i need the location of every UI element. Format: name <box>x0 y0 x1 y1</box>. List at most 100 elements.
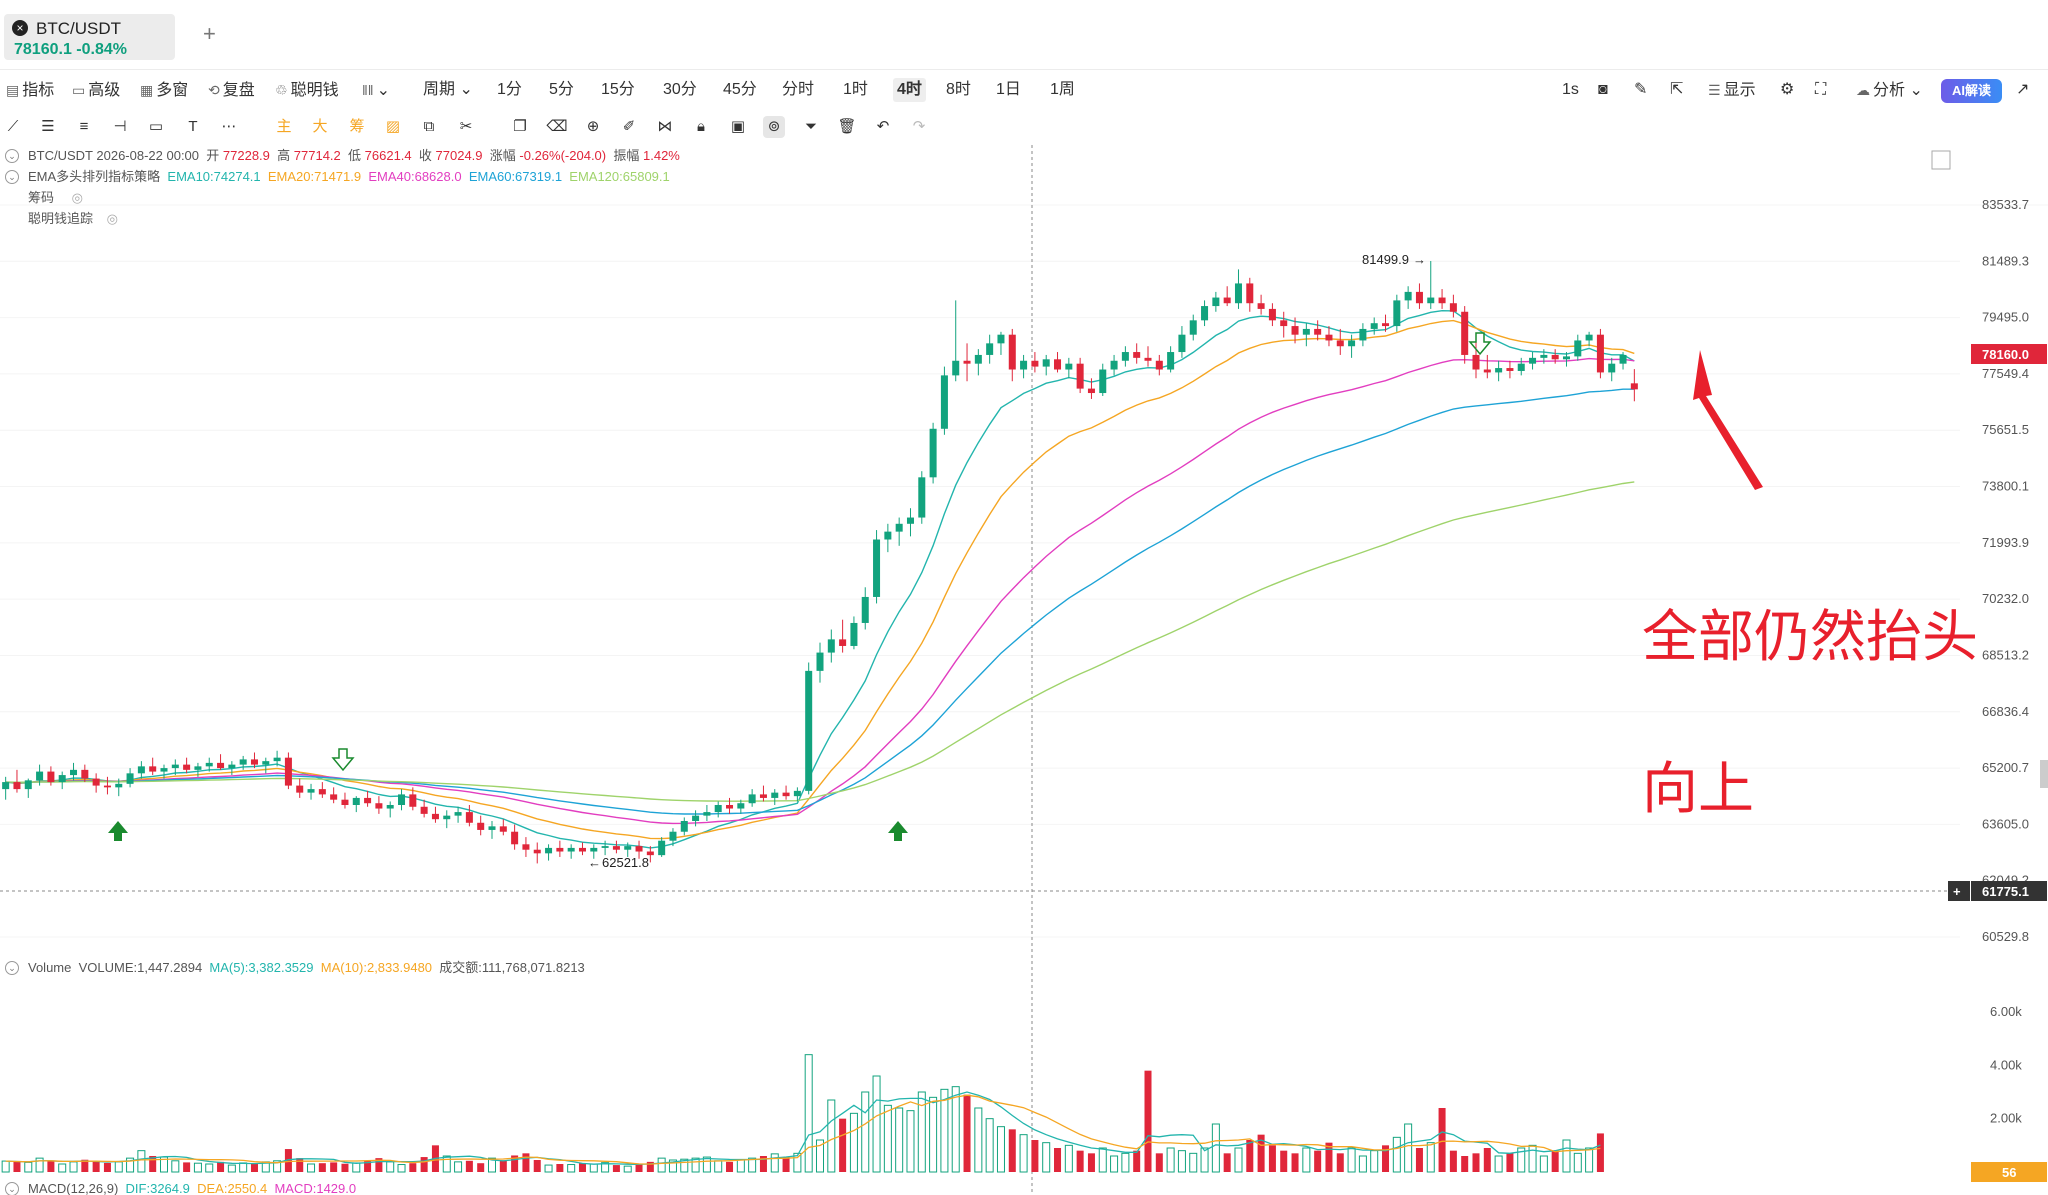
eye-icon[interactable]: ◎ <box>71 190 83 205</box>
period-6[interactable]: 1时 <box>843 81 868 98</box>
volume-ma5: MA(5):3,382.3529 <box>209 960 314 975</box>
price-tick: 73800.1 <box>1982 479 2029 494</box>
camera-icon[interactable]: ◙ <box>1598 81 1608 98</box>
crosshair-plus: + <box>1953 884 1961 899</box>
symbol-tab[interactable]: × BTC/USDT 78160.1 -0.84% <box>4 14 175 60</box>
candle-body <box>692 815 700 821</box>
main-chart-icon[interactable]: 主 <box>276 118 292 135</box>
fullscreen-icon[interactable]: ⛶ <box>1815 81 1827 98</box>
brush-icon[interactable]: ✐ <box>622 118 636 135</box>
magic-icon[interactable]: ⊚ <box>763 116 785 138</box>
candle-body <box>1121 352 1129 361</box>
period-9[interactable]: 1日 <box>996 81 1021 98</box>
display-button[interactable]: ☰ 显示 <box>1708 78 1756 103</box>
volume-bar <box>635 1164 643 1172</box>
collapse-icon[interactable]: ⌄ <box>5 170 19 184</box>
indicators-button[interactable]: ▤ 指标 <box>6 78 54 103</box>
line-tool-icon[interactable]: ⟋ <box>7 118 19 135</box>
trend-icon[interactable]: ↗ <box>2016 81 2030 98</box>
period-2[interactable]: 15分 <box>601 81 635 98</box>
volume-tick: 2.00k <box>1990 1111 2022 1126</box>
volume-bar <box>872 1075 881 1173</box>
template-icon[interactable]: ▣ <box>730 118 746 135</box>
chart-icon[interactable]: ▨ <box>385 118 401 135</box>
period-8[interactable]: 8时 <box>946 81 971 98</box>
multi-window-button[interactable]: ▦ 多窗 <box>140 78 188 103</box>
period-5[interactable]: 分时 <box>782 81 815 98</box>
eye-icon[interactable]: ◎ <box>106 211 118 226</box>
candle-body <box>1223 297 1231 304</box>
period-dropdown[interactable]: 周期 ⌄ <box>423 78 473 102</box>
candle-body <box>1574 340 1582 357</box>
export-icon[interactable]: ⇱ <box>1670 81 1684 98</box>
rectangle-icon[interactable]: ▭ <box>148 118 164 135</box>
period-10[interactable]: 1周 <box>1050 81 1075 98</box>
copy-icon[interactable]: ❐ <box>513 118 527 135</box>
add-tab-button[interactable]: + <box>203 21 216 46</box>
candle-body <box>793 790 801 797</box>
horizontal-ray-icon[interactable]: ⊣ <box>113 118 127 135</box>
indicator-icon: ▤ <box>6 82 20 98</box>
replay-button[interactable]: ⟲ 复盘 <box>208 78 255 103</box>
period-7[interactable]: 4时 <box>893 78 926 102</box>
text-tool-icon[interactable]: T <box>188 118 198 135</box>
chips-label: 筹码 <box>28 190 55 205</box>
candle-body <box>1506 368 1514 371</box>
candle-body <box>262 761 270 765</box>
overlay-icon[interactable]: ⧉ <box>423 118 435 135</box>
sell-signal-arrow-icon <box>331 748 355 772</box>
ruler-icon[interactable]: ✂ <box>459 118 473 135</box>
lock-icon[interactable]: 🔒︎ <box>697 118 705 135</box>
volume-bar <box>1098 1147 1107 1173</box>
smart-money-button[interactable]: ♲ 聪明钱 <box>275 78 339 103</box>
candle-body <box>1438 297 1446 304</box>
candle-body <box>997 334 1005 344</box>
annotation-arrow-icon <box>1693 350 1763 490</box>
pencil-icon[interactable]: ✎ <box>1634 81 1648 98</box>
period-3[interactable]: 30分 <box>663 81 697 98</box>
side-panel-handle[interactable] <box>2040 760 2048 788</box>
more-icon[interactable]: ⋯ <box>221 118 237 135</box>
analysis-button[interactable]: ☁ 分析 ⌄ <box>1856 78 1923 103</box>
period-4[interactable]: 45分 <box>723 81 757 98</box>
refresh-rate-button[interactable]: 1s <box>1562 81 1579 98</box>
ai-analysis-button[interactable]: AI解读 <box>1941 79 2002 103</box>
horizontal-lines-icon[interactable]: ≡ <box>79 118 89 135</box>
expand-icon[interactable] <box>1931 150 1951 170</box>
zoom-icon[interactable]: ⊕ <box>586 118 600 135</box>
advanced-label: 高级 <box>88 82 121 99</box>
volume-bar <box>736 1159 745 1173</box>
period-1[interactable]: 5分 <box>549 81 574 98</box>
volume-bar <box>296 1158 304 1172</box>
candle-body <box>567 847 575 852</box>
period-label: 周期 <box>423 81 456 98</box>
settings-icon[interactable]: ⚙ <box>1780 81 1795 98</box>
volume-bar <box>487 1157 497 1173</box>
eraser-icon[interactable]: ⌫ <box>546 118 568 135</box>
chips-icon[interactable]: 筹 <box>349 118 365 135</box>
close-icon[interactable]: × <box>12 20 28 36</box>
crosshair-plus-button[interactable] <box>1948 881 1970 901</box>
big-order-icon[interactable]: 大 <box>312 118 328 135</box>
parallel-lines-icon[interactable]: ☰ <box>41 118 55 135</box>
candle-body <box>103 785 111 788</box>
chart-type-dropdown[interactable]: ‖‖ ⌄ <box>362 78 390 103</box>
redo-icon[interactable]: ↷ <box>912 118 926 135</box>
price-tick: 71993.9 <box>1982 535 2029 550</box>
volume-bar <box>239 1162 248 1173</box>
collapse-icon[interactable]: ⌄ <box>5 149 19 163</box>
collapse-icon[interactable]: ⌄ <box>5 961 19 975</box>
volume-bar <box>883 1104 892 1173</box>
volume-ma10: MA(10):2,833.9480 <box>320 960 433 975</box>
advanced-button[interactable]: ▭ 高级 <box>72 78 120 103</box>
trash-icon[interactable]: 🗑︎ <box>837 118 857 135</box>
period-0[interactable]: 1分 <box>497 81 522 98</box>
magnet-icon[interactable]: ⋈ <box>657 118 673 135</box>
volume-bar <box>420 1157 428 1172</box>
filter-icon[interactable]: ⏷ <box>804 118 817 135</box>
volume-bar <box>13 1161 21 1172</box>
undo-icon[interactable]: ↶ <box>876 118 890 135</box>
low-value: 76621.4 <box>364 148 412 163</box>
collapse-icon[interactable]: ⌄ <box>5 1182 19 1195</box>
